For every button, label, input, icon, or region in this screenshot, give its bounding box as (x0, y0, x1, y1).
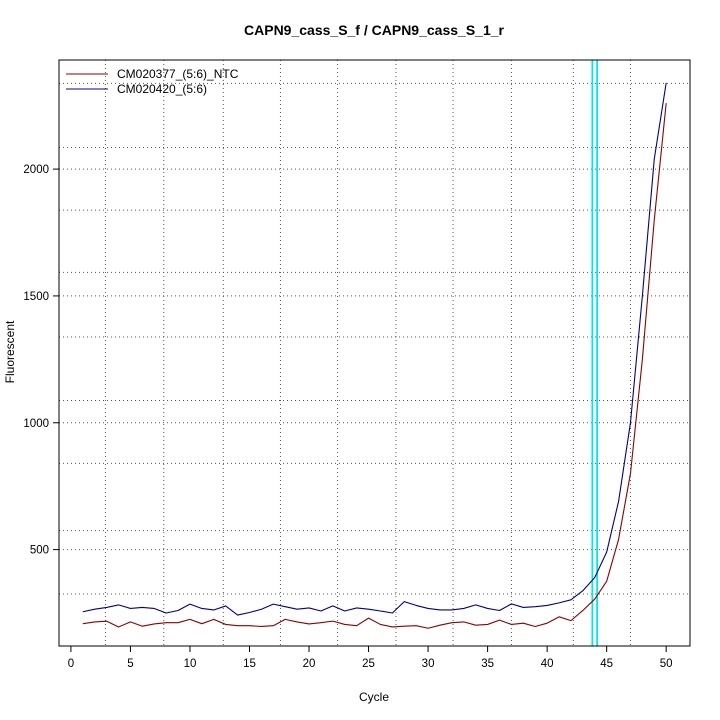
y-tick-label: 1500 (23, 291, 49, 303)
legend-label-2: CM020420_(5:6) (117, 82, 207, 96)
x-tick-label: 5 (127, 658, 133, 670)
x-tick-label: 45 (600, 658, 613, 670)
axes: 0 5 10 15 20 25 30 35 40 45 50 500 1000 1500 2000 (23, 164, 672, 670)
x-tick-label: 20 (303, 658, 316, 670)
x-tick-label: 35 (481, 658, 494, 670)
x-axis-label: Cycle (359, 690, 389, 704)
x-tick-label: 30 (422, 658, 435, 670)
chart-title: CAPN9_cass_S_f / CAPN9_cass_S_1_r (244, 22, 504, 38)
y-tick-label: 2000 (23, 164, 49, 176)
threshold-lines (591, 60, 599, 646)
y-axis-label: Fluorescent (3, 320, 17, 383)
x-tick-label: 0 (68, 658, 74, 670)
legend-label-1: CM020377_(5:6)_NTC (117, 67, 239, 81)
y-tick-label: 500 (30, 545, 49, 557)
x-tick-label: 15 (243, 658, 256, 670)
x-tick-label: 25 (362, 658, 375, 670)
x-tick-label: 10 (184, 658, 197, 670)
plot-frame (58, 59, 691, 647)
x-tick-label: 40 (541, 658, 554, 670)
series-lines (82, 82, 667, 629)
y-tick-label: 1000 (23, 418, 49, 430)
series-line-1 (82, 103, 667, 629)
grid-lines (59, 60, 690, 646)
x-tick-label: 50 (660, 658, 673, 670)
series-line-2 (82, 82, 667, 616)
